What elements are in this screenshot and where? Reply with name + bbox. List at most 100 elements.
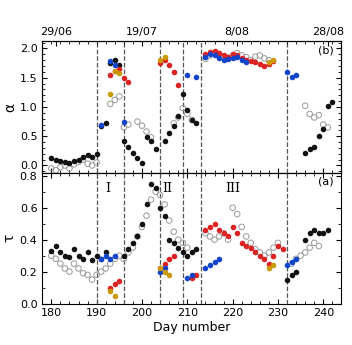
Point	[312, 240, 317, 246]
Point	[76, 266, 81, 271]
Point	[225, 55, 231, 60]
Point	[98, 256, 104, 262]
Point	[203, 51, 208, 57]
Point	[225, 237, 231, 243]
Point	[94, 160, 100, 165]
Point	[284, 69, 290, 75]
Point	[139, 221, 145, 226]
Point	[194, 74, 199, 79]
Point	[112, 253, 118, 258]
Point	[67, 160, 72, 165]
Point	[166, 237, 172, 243]
Point	[244, 57, 249, 63]
Point	[49, 253, 54, 258]
Point	[184, 111, 190, 117]
Point	[62, 163, 68, 168]
Point	[144, 129, 149, 134]
Point	[162, 138, 168, 144]
Point	[162, 266, 168, 271]
Point	[184, 245, 190, 250]
Point	[117, 278, 122, 284]
Point	[121, 138, 127, 144]
Point	[244, 55, 249, 60]
Point	[266, 61, 272, 66]
Point	[320, 126, 326, 132]
Point	[107, 261, 113, 266]
Point	[230, 55, 235, 60]
Point	[117, 66, 122, 72]
Point	[89, 163, 95, 168]
Text: (a): (a)	[318, 176, 334, 186]
Point	[316, 243, 322, 249]
Point	[130, 240, 136, 246]
Text: III: III	[225, 182, 240, 195]
Point	[53, 157, 59, 162]
Point	[166, 62, 172, 68]
Point	[166, 130, 172, 136]
Point	[103, 250, 108, 255]
Point	[157, 266, 163, 271]
Y-axis label: τ: τ	[3, 234, 17, 242]
Point	[58, 165, 63, 170]
Point	[103, 253, 108, 258]
Point	[307, 111, 313, 117]
Point	[134, 156, 140, 161]
Point	[189, 272, 195, 278]
Point	[148, 197, 154, 203]
Point	[216, 234, 222, 239]
Point	[184, 275, 190, 281]
Point	[316, 112, 322, 118]
Point	[293, 256, 299, 262]
Point	[175, 245, 181, 250]
Point	[162, 202, 168, 207]
Point	[166, 256, 172, 262]
Point	[85, 250, 90, 255]
Point	[107, 256, 113, 262]
Point	[148, 135, 154, 140]
Point	[230, 51, 235, 57]
Point	[58, 158, 63, 164]
Point	[316, 230, 322, 236]
Point	[148, 138, 154, 144]
Point	[207, 234, 213, 239]
Point	[325, 227, 331, 233]
Point	[85, 272, 90, 278]
Point	[212, 259, 217, 265]
Point	[58, 250, 63, 255]
Point	[289, 272, 294, 278]
Point	[293, 269, 299, 274]
Point	[239, 53, 245, 58]
Point	[139, 224, 145, 230]
Point	[271, 57, 276, 63]
Point	[157, 57, 163, 63]
Point	[153, 186, 158, 191]
Point	[212, 48, 217, 53]
Point	[194, 120, 199, 126]
Point	[194, 246, 199, 252]
Point	[89, 258, 95, 263]
Point	[62, 159, 68, 165]
Point	[221, 230, 226, 236]
Point	[71, 246, 77, 252]
Point	[121, 253, 127, 258]
Point	[212, 53, 217, 58]
Point	[175, 115, 181, 120]
Point	[234, 230, 240, 236]
Point	[107, 59, 113, 64]
Point	[248, 57, 253, 63]
Point	[230, 53, 235, 58]
Point	[171, 240, 176, 246]
Point	[162, 57, 168, 63]
Point	[302, 150, 308, 155]
Point	[216, 51, 222, 57]
Point	[302, 237, 308, 243]
Point	[239, 240, 245, 246]
Point	[162, 54, 168, 59]
Point	[53, 167, 59, 173]
Point	[139, 123, 145, 128]
Point	[166, 218, 172, 223]
Point	[144, 202, 149, 207]
Point	[221, 53, 226, 58]
Point	[85, 152, 90, 158]
Point	[320, 122, 326, 127]
